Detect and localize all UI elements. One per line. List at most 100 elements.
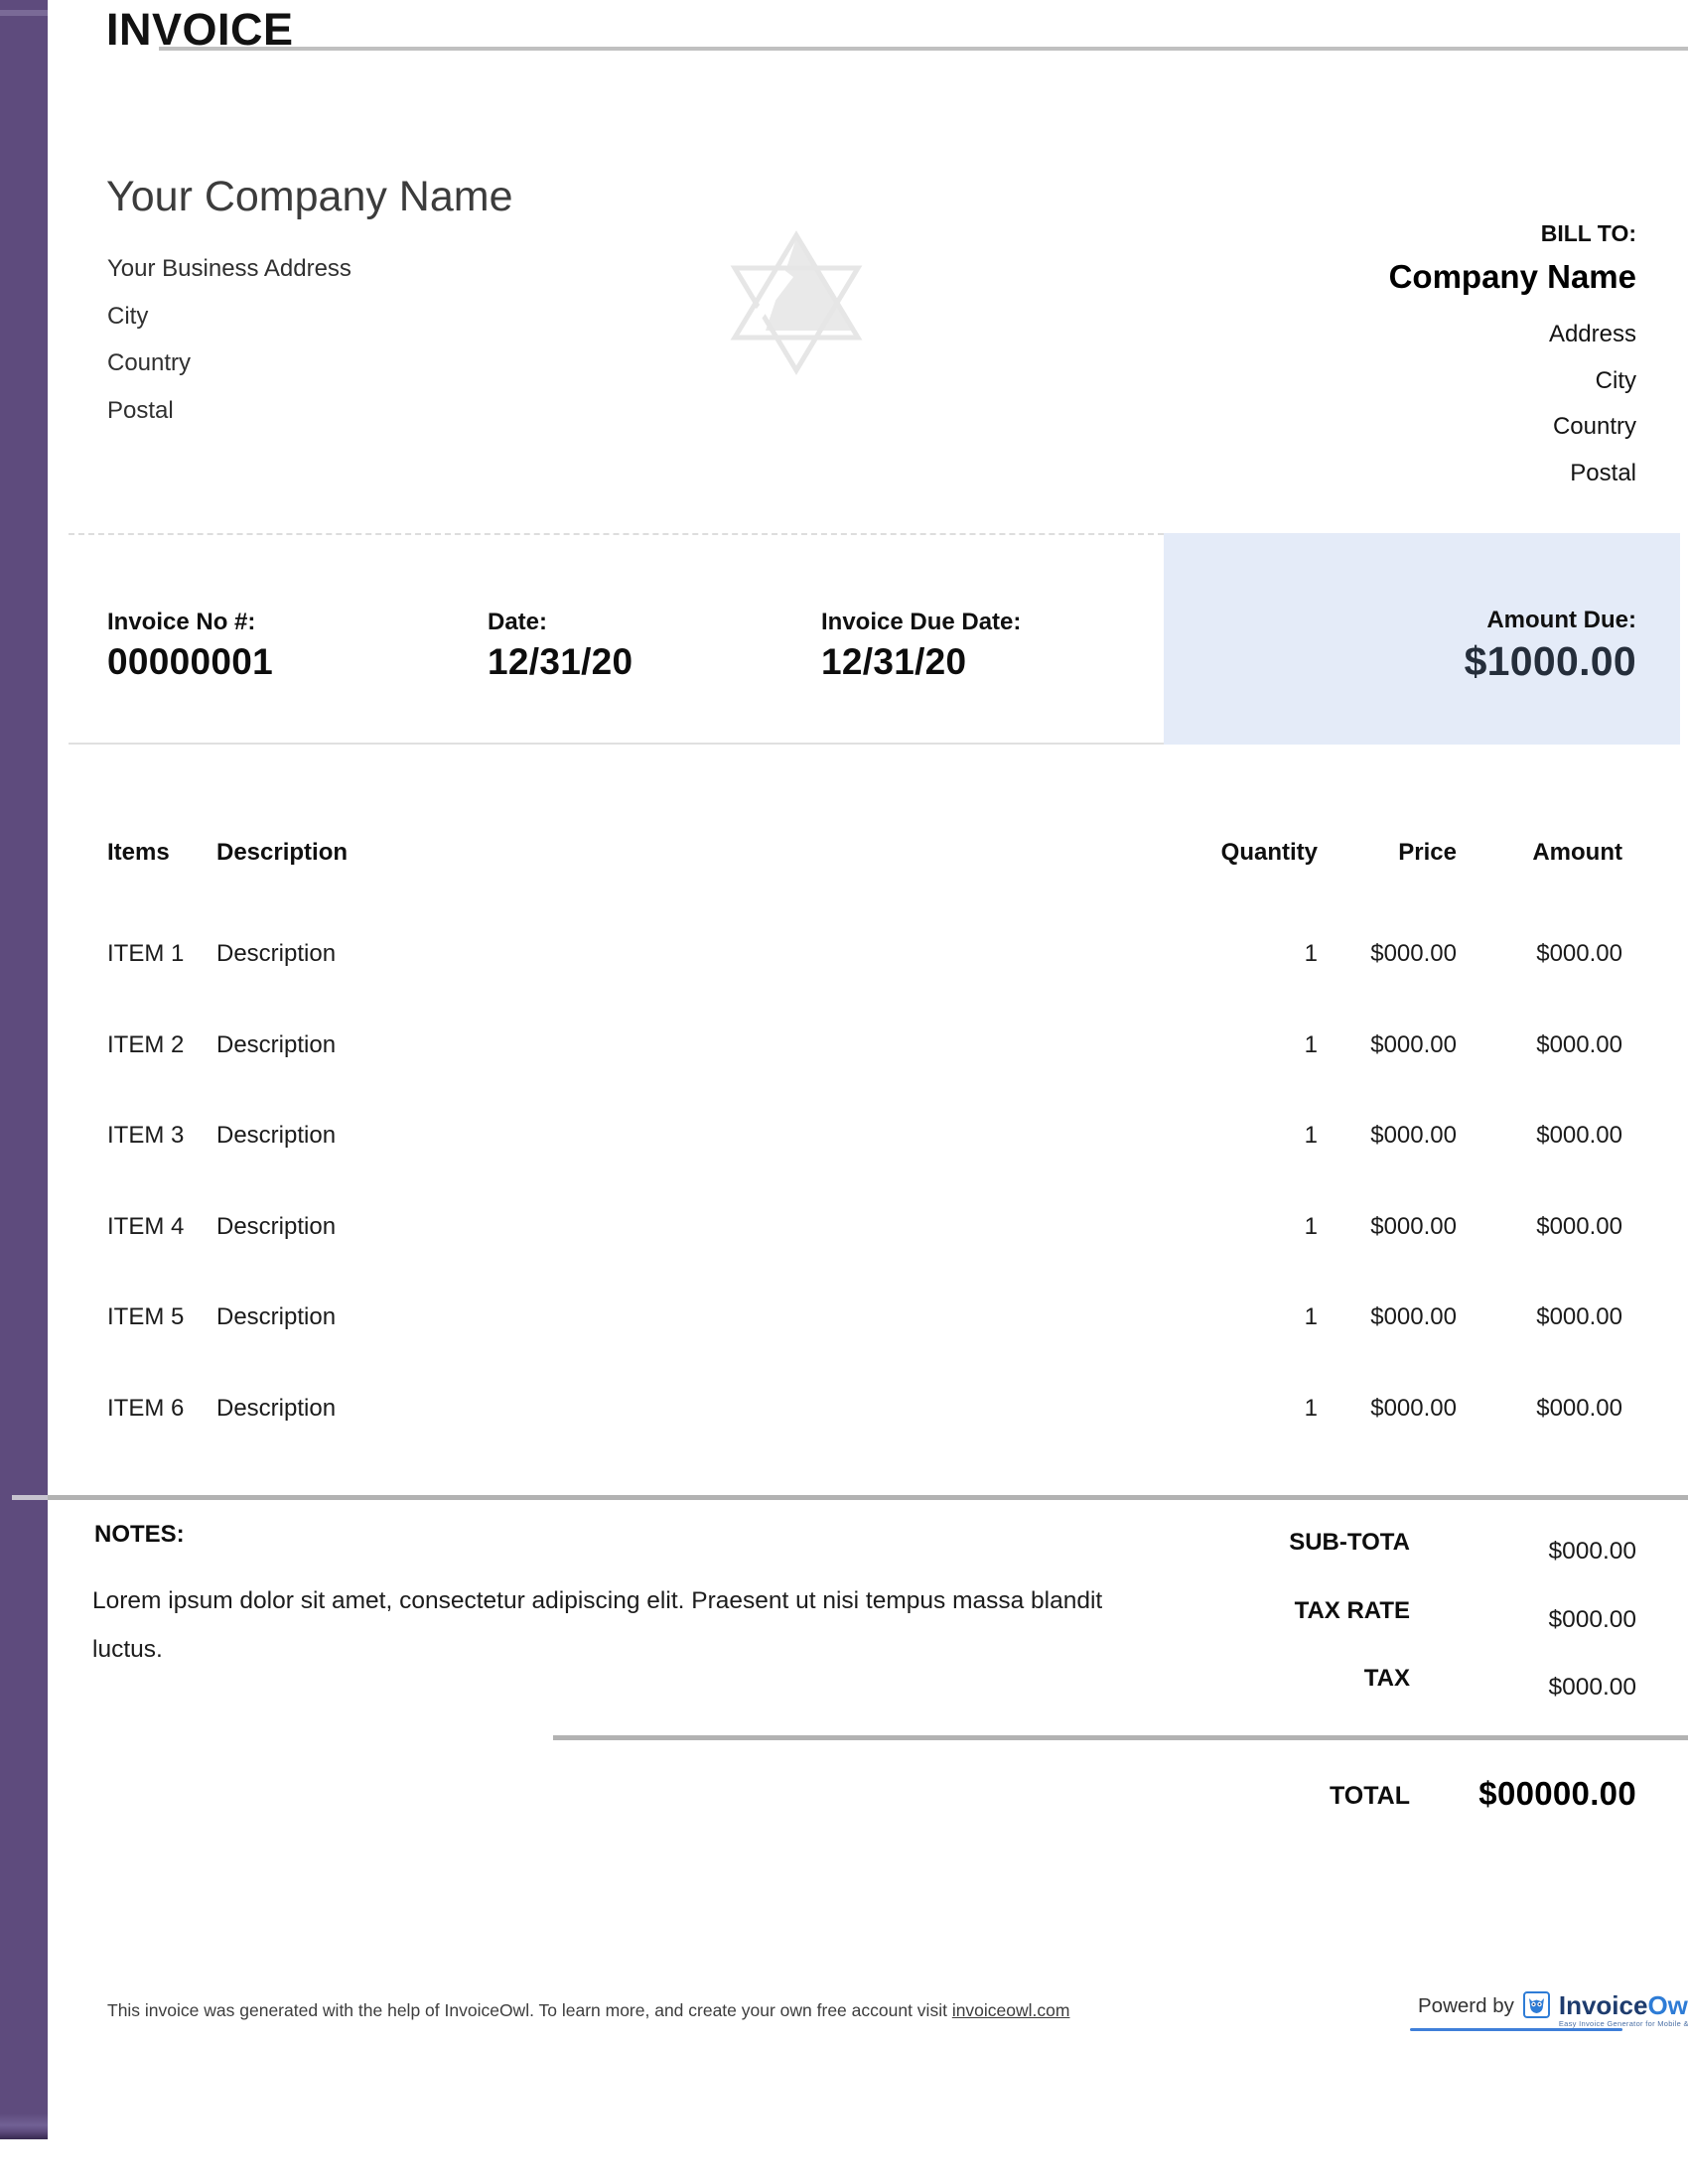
item-description-cell: Description [216,940,337,967]
invoiceowl-link[interactable]: invoiceowl.com [951,2000,1070,2020]
bill-to-company-name: Company Name [1388,258,1636,295]
watermark-logo [730,230,863,375]
table-row: ITEM 4 Description 1 $000.00 $000.00 [107,1213,1622,1304]
totals-row: TAX $000.00 [1080,1665,1636,1733]
item-quantity-cell: 1 [1304,1394,1318,1422]
bill-to-label: BILL TO: [1540,220,1636,246]
item-quantity-cell: 1 [1304,1212,1318,1240]
items-table: Items Description Quantity Price Amount … [107,839,1622,1485]
company-address-line: Country [107,349,192,376]
totals-row: SUB-TOTA $000.00 [1080,1529,1636,1597]
col-header-quantity: Quantity [1220,839,1318,866]
bill-to-address: Address City Country Postal [1389,312,1636,496]
totals-row: TAX RATE $000.00 [1080,1597,1636,1666]
totals-row-label: TAX [1363,1665,1410,1692]
invoice-number-value: 00000001 [107,641,274,682]
company-address-line: Postal [107,396,174,424]
notes-divider-rule [12,1495,1688,1500]
totals-row-label: SUB-TOTA [1289,1529,1410,1556]
item-description-cell: Description [216,1303,337,1330]
amount-due-value: $1000.00 [1464,638,1636,684]
grand-total-value: $00000.00 [1478,1775,1636,1812]
bill-to-address-line: Postal [1570,459,1636,486]
company-address-line: City [107,302,149,330]
col-header-amount: Amount [1532,839,1622,866]
items-table-body: ITEM 1 Description 1 $000.00 $000.00 ITE… [107,940,1622,1485]
item-price-cell: $000.00 [1370,940,1457,967]
notes-text: Lorem ipsum dolor sit amet, consectetur … [92,1587,1103,1663]
invoiceowl-logo-icon [1522,1991,1550,2018]
item-description-cell: Description [216,1394,337,1422]
item-description-cell: Description [216,1212,337,1240]
company-address-line: Your Business Address [107,255,352,282]
totals-row-label: TAX RATE [1294,1596,1410,1624]
powered-by-label: Powerd by [1418,1994,1514,2017]
total-divider-rule [553,1735,1688,1740]
amount-due-box: Amount Due: $1000.00 [1164,533,1680,745]
item-price-cell: $000.00 [1370,1030,1457,1058]
item-quantity-cell: 1 [1304,1030,1318,1058]
items-table-header: Items Description Quantity Price Amount [107,839,1622,940]
item-amount-cell: $000.00 [1536,1122,1622,1149]
invoice-date-field: Date: 12/31/20 [488,609,633,683]
item-amount-cell: $000.00 [1536,1303,1622,1330]
item-price-cell: $000.00 [1370,1303,1457,1330]
invoice-number-field: Invoice No #: 00000001 [107,609,273,683]
bill-to-address-line: City [1595,366,1636,394]
invoice-details-strip: Invoice No #: 00000001 Date: 12/31/20 In… [69,533,1164,745]
col-header-items: Items [107,839,170,866]
item-amount-cell: $000.00 [1536,1212,1622,1240]
brand-tagline: Easy Invoice Generator for Mobile & Web [1558,2019,1688,2028]
item-price-cell: $000.00 [1370,1394,1457,1422]
company-address: Your Business Address City Country Postal [107,245,352,434]
left-accent-bar [0,0,48,2139]
totals-row-value: $000.00 [1548,1605,1636,1633]
invoice-number-label: Invoice No #: [107,609,256,635]
bill-to-block: BILL TO: Company Name Address City Country… [1389,220,1636,496]
invoice-date-label: Date: [488,609,548,635]
invoice-due-date-value: 12/31/20 [821,641,967,682]
table-row: ITEM 2 Description 1 $000.00 $000.00 [107,1031,1622,1123]
title-rule [159,47,1688,51]
item-name-cell: ITEM 2 [107,1030,185,1058]
footer-note: This invoice was generated with the help… [107,2000,1069,2021]
item-quantity-cell: 1 [1304,940,1318,967]
totals-block: SUB-TOTA $000.00 TAX RATE $000.00 TAX $0… [1080,1529,1636,1733]
bill-to-address-line: Country [1552,413,1636,440]
item-name-cell: ITEM 4 [107,1212,185,1240]
notes-label: NOTES: [94,1521,185,1548]
powered-by-underline [1410,2028,1622,2031]
totals-row-value: $000.00 [1548,1538,1636,1565]
table-row: ITEM 5 Description 1 $000.00 $000.00 [107,1303,1622,1395]
page-title: INVOICE [106,4,294,55]
grand-total-label: TOTAL [1329,1782,1410,1810]
col-header-description: Description [216,839,349,866]
amount-due-label: Amount Due: [1486,607,1636,633]
col-header-price: Price [1398,839,1457,866]
company-name: Your Company Name [106,173,513,220]
item-quantity-cell: 1 [1304,1303,1318,1330]
grand-total-row: TOTAL $00000.00 [1080,1773,1636,1813]
bill-to-address-line: Address [1548,321,1636,347]
item-name-cell: ITEM 6 [107,1394,185,1422]
item-amount-cell: $000.00 [1536,1030,1622,1058]
brand-owl-text: Owl [1647,1990,1688,2020]
item-quantity-cell: 1 [1304,1122,1318,1149]
brand-invoice-text: Invoice [1558,1990,1648,2020]
invoice-due-date-field: Invoice Due Date: 12/31/20 [821,609,1021,683]
item-amount-cell: $000.00 [1536,1394,1622,1422]
powered-by-block[interactable]: Powerd by InvoiceOwl Easy Invoice Genera… [1418,1987,1688,2028]
table-row: ITEM 1 Description 1 $000.00 $000.00 [107,940,1622,1031]
invoice-due-date-label: Invoice Due Date: [821,609,1022,635]
item-name-cell: ITEM 1 [107,940,185,967]
item-description-cell: Description [216,1122,337,1149]
item-description-cell: Description [216,1030,337,1058]
item-name-cell: ITEM 3 [107,1122,185,1149]
invoiceowl-wordmark: InvoiceOwl Easy Invoice Generator for Mo… [1559,1987,1688,2028]
invoice-date-value: 12/31/20 [488,641,633,682]
table-row: ITEM 3 Description 1 $000.00 $000.00 [107,1122,1622,1213]
item-price-cell: $000.00 [1370,1212,1457,1240]
footer-note-text: This invoice was generated with the help… [107,2000,952,2020]
table-row: ITEM 6 Description 1 $000.00 $000.00 [107,1395,1622,1486]
